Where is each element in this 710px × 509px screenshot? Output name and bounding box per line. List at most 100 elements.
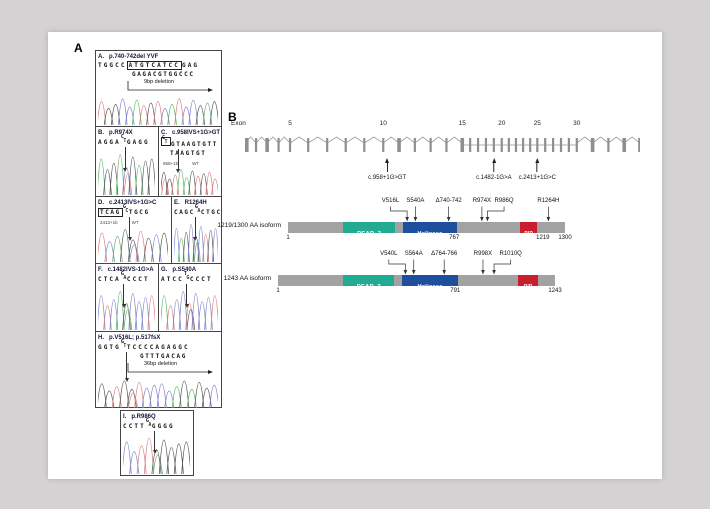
protein-position-numbers: 1 767 1219 1300 <box>286 235 571 243</box>
chromatogram-mutation-name: p.740-742del YVF <box>109 54 159 60</box>
chromatogram-letter: E. <box>174 200 180 206</box>
sequence-text-line2: GAGACGTGGCCC <box>132 71 195 78</box>
exon-axis-label: Exon <box>231 120 246 127</box>
sequence-text-line2: GTTTGACAG <box>140 353 187 360</box>
domain-pip: PIP <box>517 275 539 290</box>
domain-helicase: Helicase <box>402 222 457 237</box>
isoform-mutation-labels: V540L S564A Δ764-766 R998X R1010Q <box>278 251 555 258</box>
sequence-text: ATCC T G CCCT <box>161 271 213 284</box>
mutation-label: V516L <box>381 198 400 204</box>
chromatogram-D: D. c.2413IVS+1G>C TCAG G C TGCG 2413+1b WT <box>96 196 171 263</box>
deletion-annotation-text: 36bp deletion <box>143 361 177 367</box>
chromatogram-mutation-name: p.V516L; p.517fsX <box>109 335 161 341</box>
domain-label: DEAD_2 <box>356 284 381 290</box>
isoform-diagram-2: 1243 AA isoform V540L S564A Δ764-766 R998X R1… <box>224 251 562 299</box>
sequence-sub-labels: 958+1b WT <box>163 161 200 166</box>
chromatogram-trace <box>161 169 218 195</box>
domain-label: PIP <box>523 284 533 290</box>
chromatogram-grid: A. p.740-742del YVF TGGCC ATGTCATCC GAG GAGAC… <box>95 50 222 408</box>
chromatogram-title: G. p.S540A <box>161 266 219 274</box>
sequence-text: TCAG G C TGCG <box>98 204 150 217</box>
mutation-label: R1264H <box>537 198 560 204</box>
mutation-connector-lines <box>390 206 551 222</box>
chromatogram-trace <box>98 229 168 262</box>
splice-mutation-label: c.1482-1G>A <box>476 175 512 181</box>
splice-mutation: c.2413+1G>C <box>519 158 556 181</box>
domain-label: DEAD_2 <box>357 231 382 237</box>
panel-a-label: A <box>74 41 83 55</box>
chromatogram-trace <box>98 98 218 125</box>
chromatogram-letter: C. <box>161 130 167 136</box>
mutation-down-arrow <box>175 149 182 174</box>
chromatogram-trace <box>161 291 218 330</box>
sequence-text: AGGA C T GAGG <box>98 134 150 147</box>
isoform-name: 1243 AA isoform <box>223 275 271 282</box>
splice-mutation-label: c.2413+1G>C <box>518 175 556 181</box>
chromatogram-trace <box>174 224 218 262</box>
panel-b-label: B <box>228 110 237 124</box>
position-number: 791 <box>450 288 461 294</box>
chromatogram-trace <box>98 154 155 195</box>
chromatogram-trace <box>123 437 190 474</box>
deletion-annotation: 9bp deletion <box>98 79 219 93</box>
chromatogram-letter: F. <box>98 267 103 273</box>
isoform-diagram-1: 1219/1300 AA isoform V516L S540A Δ740-742 R9… <box>217 198 571 246</box>
protein-position-numbers: 1 791 1243 <box>276 288 561 296</box>
chromatogram-trace <box>98 380 218 408</box>
sequence-text: CCTT G A GGGG <box>123 418 175 431</box>
chromatogram-trace <box>98 291 155 330</box>
chromatogram-letter: I. <box>123 414 127 420</box>
mutation-label: R1010Q <box>499 251 522 257</box>
chromatogram-A: A. p.740-742del YVF TGGCC ATGTCATCC GAG GAGAC… <box>96 51 221 126</box>
position-number: 1243 <box>548 288 562 294</box>
arrow-up-icon <box>535 158 540 163</box>
deletion-annotation-text: 9bp deletion <box>143 79 174 85</box>
domain-helicase: Helicase <box>402 275 459 290</box>
chromatogram-I: I. p.R986Q CCTT G A GGGG <box>121 411 193 475</box>
sequence-text: CTCA G A CCCT <box>98 271 150 284</box>
sequence-text-line2: TAAGTGT <box>170 150 207 157</box>
domain-pip: PIP <box>520 222 538 237</box>
position-number: 1 <box>286 235 290 241</box>
gene-map-svg <box>245 136 640 152</box>
position-number: 1219 <box>536 235 550 241</box>
chromatogram-C: C. c.958IVS+1G>GT G T GTAAGTGTT TAAGTGT 958+1b… <box>158 126 221 196</box>
domain-label: Helicase <box>417 284 443 290</box>
splice-mutation-label: c.958+1G>GT <box>368 175 407 181</box>
mutation-label: Δ764-766 <box>431 251 458 257</box>
mutation-label: Δ740-742 <box>435 198 462 204</box>
chromatogram-title: B. p.R974X <box>98 129 156 137</box>
figure-page: A B A. p.740-742del YVF TGGCC ATGTCATCC GAG G… <box>48 32 662 479</box>
chromatogram-letter: D. <box>98 200 104 206</box>
exon-diagram: Exon 5 10 15 20 25 30 c.958+1G>GT c.1482-1G>A c… <box>231 120 640 220</box>
exon-tick-labels: 5 10 15 20 25 30 <box>288 120 581 127</box>
chromatogram-title: F. c.1482IVS-1G>A <box>98 266 156 274</box>
chromatogram-mutation-name: c.958IVS+1G>GT <box>172 130 221 136</box>
chromatogram-title: E. R1264H <box>174 199 219 207</box>
sequence-text: GGTG G T TCCCCAGAGGC <box>98 339 190 352</box>
mutation-down-arrow <box>123 352 130 382</box>
mutation-down-arrow <box>126 217 133 241</box>
arrow-up-icon <box>385 158 390 163</box>
mutation-label: R998X <box>473 251 493 257</box>
splice-mutation: c.1482-1G>A <box>476 158 512 181</box>
chromatogram-G: G. p.S540A ATCC T G CCCT <box>158 263 221 331</box>
chromatogram-B: B. p.R974X AGGA C T GAGG <box>96 126 158 196</box>
chromatogram-title: C. c.958IVS+1G>GT <box>161 129 221 137</box>
domain-dead_2: DEAD_2 <box>343 275 395 290</box>
chromatogram-letter: G. <box>161 267 168 273</box>
mutation-down-arrow <box>183 284 190 309</box>
protein-bar: DEAD_2 Helicase PIP <box>278 275 555 290</box>
sequence-text: G T GTAAGTGTT <box>161 135 218 148</box>
sequence-text: CAGC G A CTGC <box>174 204 221 217</box>
chromatogram-mutation-name: R1264H <box>184 200 207 206</box>
chromatogram-mutation-name: p.R986Q <box>131 414 156 420</box>
